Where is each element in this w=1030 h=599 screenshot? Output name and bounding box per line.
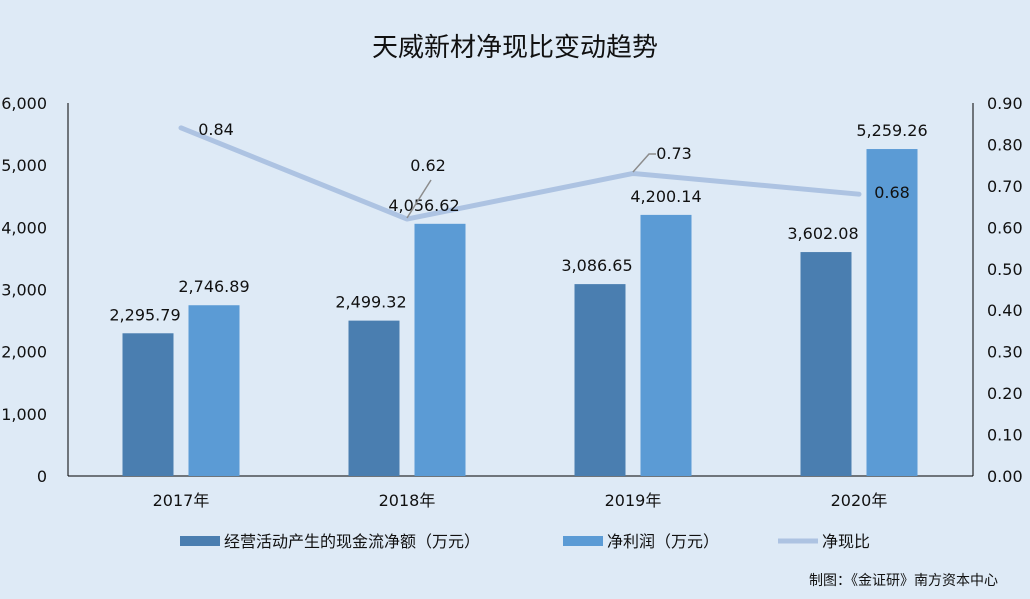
right-tick-label: 0.20 [987, 384, 1023, 403]
cashflow-bar [574, 284, 626, 476]
legend: 经营活动产生的现金流净额（万元） 净利润（万元） 净现比 [180, 532, 870, 551]
legend-label-ratio: 净现比 [822, 532, 870, 551]
left-tick-label: 6,000 [1, 94, 47, 113]
cashflow-data-label: 3,086.65 [561, 256, 632, 275]
right-tick-label: 0.40 [987, 301, 1023, 320]
right-tick-label: 0.50 [987, 260, 1023, 279]
ratio-data-label: 0.84 [198, 120, 234, 139]
chart-title: 天威新材净现比变动趋势 [372, 33, 658, 63]
x-tick-label: 2020年 [831, 491, 888, 510]
right-tick-label: 0.70 [987, 177, 1023, 196]
profit-bar [414, 223, 466, 476]
right-tick-label: 0.80 [987, 135, 1023, 154]
right-tick-label: 0.60 [987, 218, 1023, 237]
cashflow-bar [800, 252, 852, 476]
left-tick-label: 3,000 [1, 281, 47, 300]
profit-bar [640, 214, 692, 476]
profit-bar [866, 149, 918, 477]
ratio-series-line [178, 125, 862, 222]
left-tick-label: 1,000 [1, 405, 47, 424]
legend-label-profit: 净利润（万元） [607, 532, 719, 551]
cashflow-bar [348, 320, 400, 476]
right-tick-label: 0.00 [987, 467, 1023, 486]
ratio-leader-line [406, 179, 432, 219]
cashflow-data-label: 3,602.08 [787, 224, 858, 243]
profit-data-label: 2,746.89 [178, 277, 249, 296]
bars [122, 149, 918, 477]
ratio-data-label: 0.68 [874, 183, 910, 202]
cashflow-data-label: 2,295.79 [109, 305, 180, 324]
profit-data-label: 5,259.26 [856, 121, 927, 140]
ratio-data-label: 0.62 [410, 156, 446, 175]
x-tick-label: 2018年 [379, 491, 436, 510]
left-tick-label: 0 [37, 467, 47, 486]
left-tick-label: 5,000 [1, 156, 47, 175]
ratio-data-label: 0.73 [656, 144, 692, 163]
right-tick-label: 0.30 [987, 343, 1023, 362]
left-tick-label: 2,000 [1, 343, 47, 362]
ratio-line [178, 125, 862, 222]
credit-text: 制图：《金证研》南方资本中心 [809, 573, 998, 589]
cashflow-data-label: 2,499.32 [335, 293, 406, 312]
profit-bar [188, 305, 240, 476]
right-tick-label: 0.10 [987, 426, 1023, 445]
profit-data-label: 4,056.62 [388, 196, 459, 215]
data-labels: 2,295.79 2,499.32 3,086.65 3,602.08 2,746.89… [109, 120, 927, 324]
profit-data-label: 4,200.14 [630, 187, 701, 206]
cashflow-bar [122, 333, 174, 476]
x-tick-label: 2019年 [605, 491, 662, 510]
left-tick-label: 4,000 [1, 218, 47, 237]
legend-swatch-profit [563, 536, 603, 546]
ratio-leader-line [632, 153, 656, 173]
right-tick-label: 0.90 [987, 94, 1023, 113]
x-tick-label: 2017年 [153, 491, 210, 510]
legend-swatch-cashflow [180, 536, 220, 546]
legend-label-cashflow: 经营活动产生的现金流净额（万元） [224, 532, 480, 551]
